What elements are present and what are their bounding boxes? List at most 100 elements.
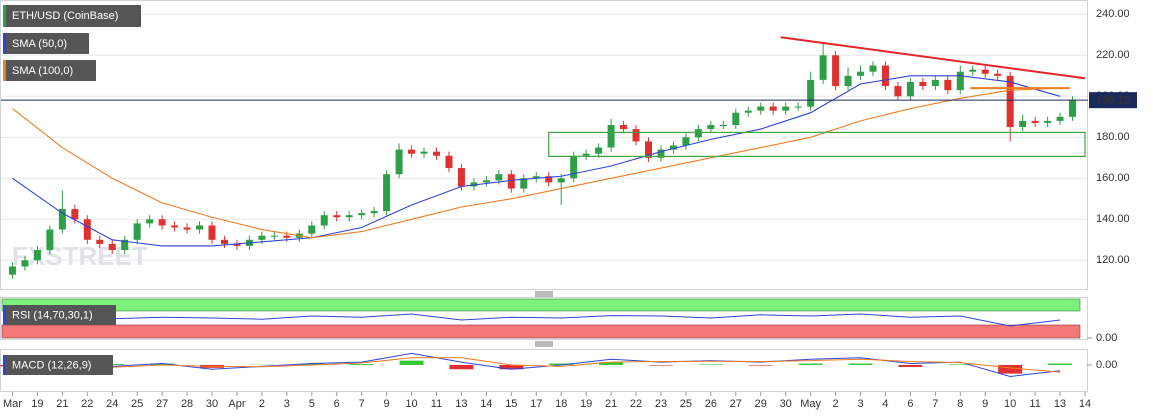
range-box — [548, 131, 1086, 157]
candle-body — [1056, 116, 1064, 121]
candle-body — [345, 215, 353, 218]
sma-line — [12, 75, 1061, 247]
candle-body — [620, 125, 628, 130]
candle-body — [1044, 120, 1052, 123]
legend-label: SMA (100,0) — [12, 65, 73, 77]
panel-resize-handle[interactable] — [535, 341, 553, 347]
macd-histogram-bar — [549, 363, 574, 365]
candle-body — [108, 243, 116, 251]
rsi-line — [12, 313, 1061, 327]
candle-body — [233, 243, 241, 246]
x-tick-label: 30 — [206, 398, 218, 410]
candle-body — [732, 112, 740, 125]
candle-body — [83, 219, 91, 240]
candle-body — [881, 65, 889, 87]
x-tick-label: 19 — [31, 398, 43, 410]
candle-body — [919, 81, 927, 87]
panel-resize-handle[interactable] — [535, 291, 553, 297]
x-tick-label: 27 — [730, 398, 742, 410]
legend-item[interactable]: ETH/USD (CoinBase) — [3, 5, 141, 27]
x-tick-label: 9 — [384, 398, 390, 410]
macd-histogram-bar — [599, 362, 624, 365]
candle-body — [133, 223, 141, 240]
x-tick-label: 28 — [181, 398, 193, 410]
x-tick-label: 19 — [580, 398, 592, 410]
candle-body — [482, 180, 490, 183]
y-tick-label: 120.00 — [1096, 254, 1130, 266]
candle-body — [931, 79, 939, 87]
candle-body — [183, 227, 191, 230]
x-tick-label: 14 — [480, 398, 492, 410]
y-tick-label: 240.00 — [1096, 8, 1130, 20]
x-tick-label: 26 — [705, 398, 717, 410]
macd-histogram-bar — [648, 364, 673, 366]
x-tick-label: 4 — [882, 398, 888, 410]
candle-body — [96, 239, 104, 244]
legend-label: MACD (12,26,9) — [12, 359, 91, 371]
macd-histogram-bar — [349, 364, 374, 365]
x-tick-label: 3 — [284, 398, 290, 410]
x-tick-label: 7 — [359, 398, 365, 410]
x-tick-label: 25 — [131, 398, 143, 410]
candle-body — [370, 211, 378, 214]
macd-histogram-bar — [698, 364, 723, 365]
x-tick-label: 5 — [309, 398, 315, 410]
candle-body — [707, 125, 715, 130]
y-tick-label: 140.00 — [1096, 213, 1130, 225]
candle-body — [46, 229, 54, 251]
x-tick-label: May — [800, 398, 821, 410]
x-tick-label: 6 — [334, 398, 340, 410]
candle-body — [857, 71, 865, 76]
candle-body — [21, 260, 29, 267]
x-tick-label: Mar — [3, 398, 22, 410]
trend-line — [780, 36, 1086, 80]
candle-body — [1031, 120, 1039, 123]
candle-body — [819, 55, 827, 80]
candle-body — [807, 79, 815, 107]
x-tick-label: 6 — [907, 398, 913, 410]
macd-histogram-bar — [150, 363, 175, 365]
legend-swatch — [3, 5, 6, 27]
candle-body — [719, 125, 727, 126]
candle-body — [794, 106, 802, 108]
legend-item[interactable]: RSI (14,70,30,1) — [3, 305, 116, 325]
x-tick-label: 22 — [81, 398, 93, 410]
candle-body — [420, 151, 428, 154]
legend-item[interactable]: SMA (50,0) — [3, 33, 89, 54]
x-tick-label: 30 — [780, 398, 792, 410]
rsi-overbought-band — [1, 298, 1081, 312]
y-tick-label: 220.00 — [1096, 49, 1130, 61]
candle-body — [495, 174, 503, 181]
legend-box — [3, 5, 141, 27]
legend-item[interactable]: SMA (100,0) — [3, 60, 96, 81]
candle-body — [532, 176, 540, 179]
legend-label: RSI (14,70,30,1) — [12, 309, 93, 321]
macd-histogram-bar — [399, 360, 424, 365]
candle-body — [208, 225, 216, 240]
x-tick-label: 3 — [857, 398, 863, 410]
macd-histogram-bar — [748, 364, 773, 366]
y-tick-label: 0.00 — [1096, 359, 1117, 371]
legend-swatch — [3, 305, 6, 325]
x-tick-label: 13 — [1054, 398, 1066, 410]
x-tick-label: 17 — [530, 398, 542, 410]
macd-histogram-bar — [299, 363, 324, 365]
candle-body — [669, 145, 677, 150]
legend-label: ETH/USD (CoinBase) — [12, 10, 118, 22]
macd-histogram-bar — [449, 364, 474, 370]
candle-body — [171, 225, 179, 228]
macd-histogram-bar — [848, 363, 873, 365]
candle-body — [158, 219, 166, 226]
macd-histogram-bar — [499, 364, 524, 370]
candle-body — [320, 215, 328, 226]
candle-body — [657, 149, 665, 158]
x-tick-label: 11 — [1029, 398, 1040, 410]
legend-item[interactable]: MACD (12,26,9) — [3, 355, 113, 375]
candle-body — [58, 209, 66, 230]
legend-swatch — [3, 355, 6, 375]
candle-body — [457, 168, 465, 187]
x-tick-label: 15 — [505, 398, 517, 410]
candle-body — [570, 155, 578, 179]
x-tick-label: 29 — [755, 398, 767, 410]
macd-panel — [0, 349, 1088, 392]
